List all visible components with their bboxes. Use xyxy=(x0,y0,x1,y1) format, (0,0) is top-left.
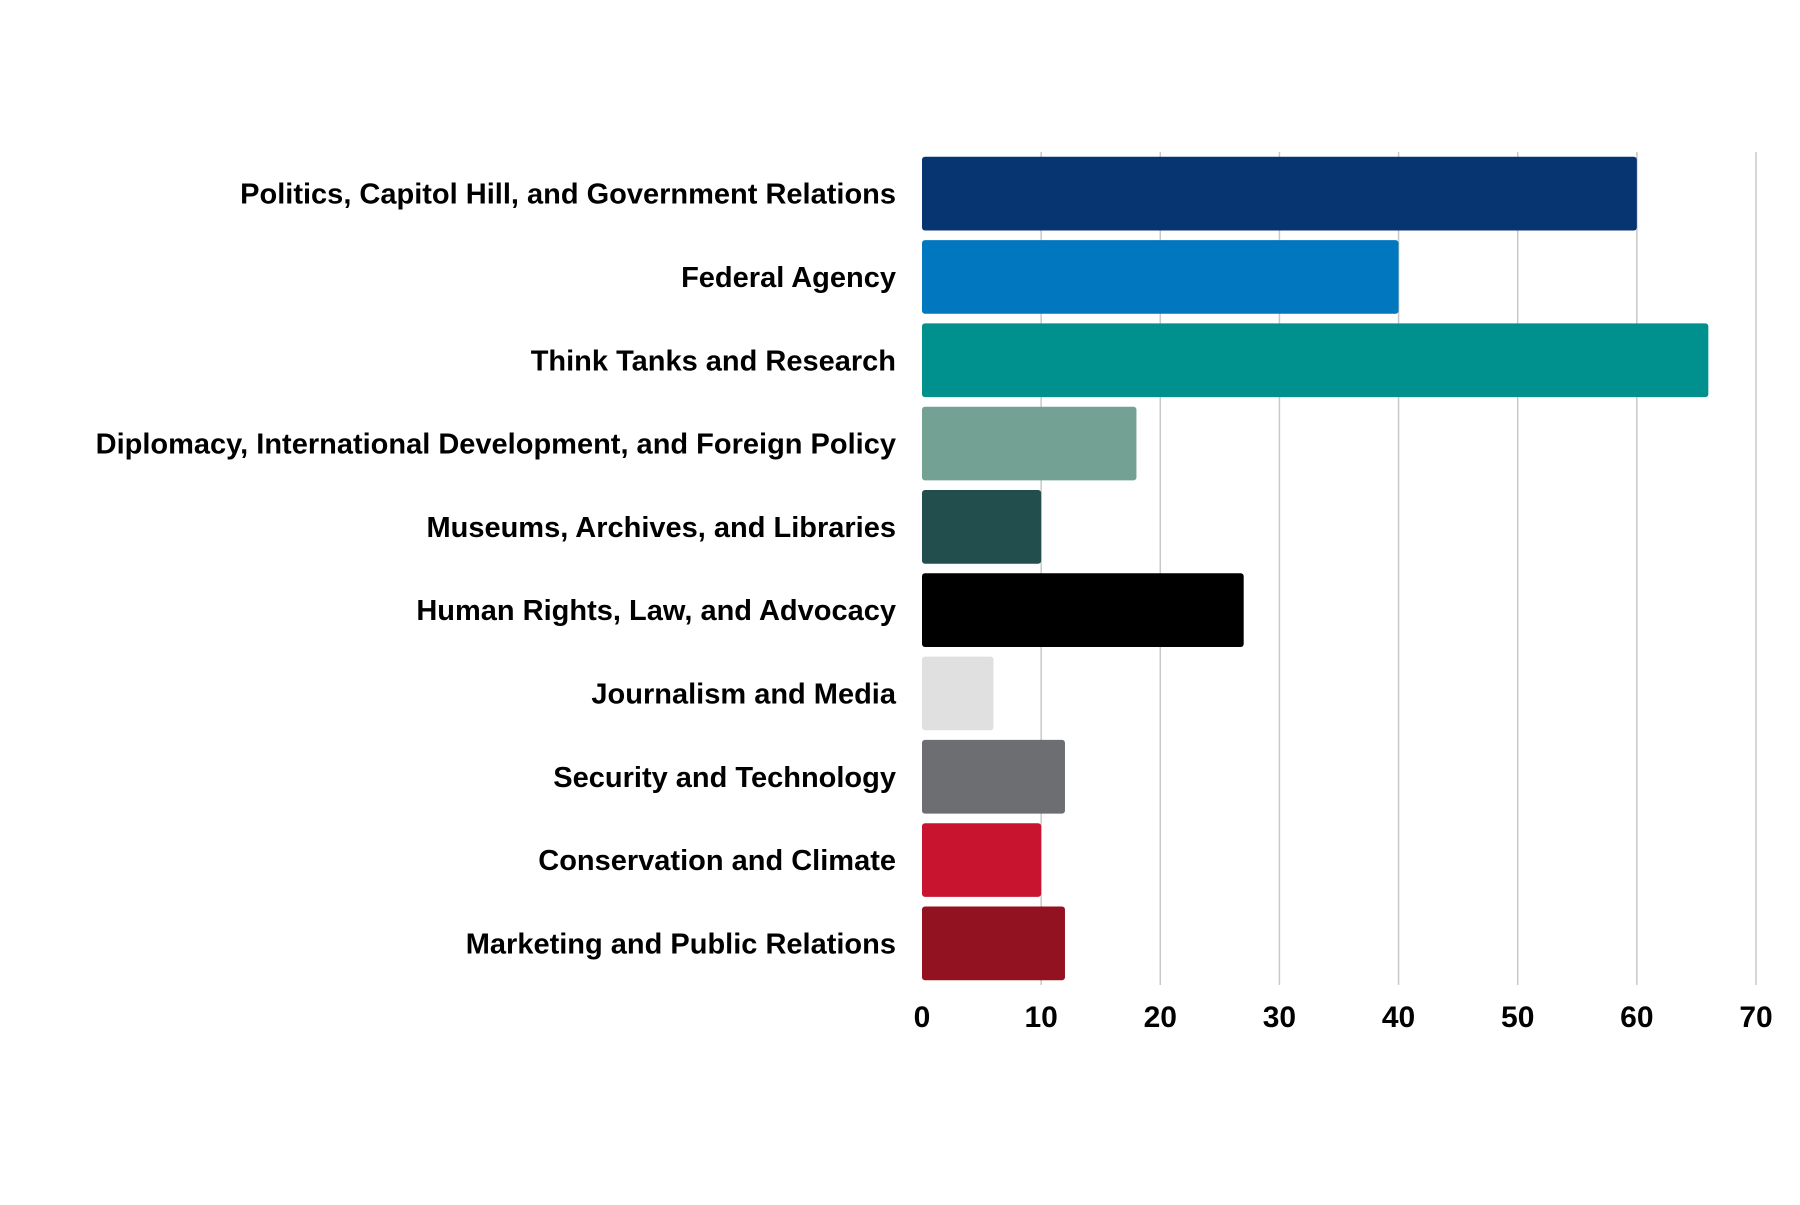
bar-diplomacy-international-development-and-foreign-policy xyxy=(922,406,1137,481)
x-tick-label: 0 xyxy=(914,1001,931,1034)
category-label: Politics, Capitol Hill, and Government R… xyxy=(240,179,896,211)
category-label: Conservation and Climate xyxy=(538,845,896,877)
bar-think-tanks-and-research xyxy=(922,323,1709,398)
bar-conservation-and-climate xyxy=(922,823,1042,897)
bar-human-rights-law-and-advocacy xyxy=(922,573,1244,648)
x-tick-label: 20 xyxy=(1144,1001,1177,1034)
x-tick-label: 70 xyxy=(1739,1001,1772,1034)
category-label: Journalism and Media xyxy=(591,678,896,710)
bars xyxy=(922,156,1709,981)
category-label: Museums, Archives, and Libraries xyxy=(426,512,896,544)
category-labels: Politics, Capitol Hill, and Government R… xyxy=(96,179,897,961)
bar-journalism-and-media xyxy=(922,656,994,731)
x-tick-label: 50 xyxy=(1501,1001,1534,1034)
x-tick-label: 30 xyxy=(1263,1001,1296,1034)
bar-politics-capitol-hill-and-government-relations xyxy=(922,156,1637,231)
category-label: Security and Technology xyxy=(553,762,896,794)
x-tick-label: 10 xyxy=(1024,1001,1057,1034)
bar-museums-archives-and-libraries xyxy=(922,489,1042,564)
category-label: Federal Agency xyxy=(681,262,896,294)
x-tick-label: 60 xyxy=(1620,1001,1653,1034)
bar-marketing-and-public-relations xyxy=(922,906,1065,981)
x-axis-tick-labels: 0 10 20 30 40 50 60 70 xyxy=(914,1001,1773,1034)
bar-federal-agency xyxy=(922,240,1399,314)
category-label: Think Tanks and Research xyxy=(531,345,896,377)
x-tick-label: 40 xyxy=(1382,1001,1415,1034)
bar-security-and-technology xyxy=(922,739,1065,814)
category-label: Marketing and Public Relations xyxy=(466,928,896,960)
category-label: Human Rights, Law, and Advocacy xyxy=(416,595,896,627)
category-label: Diplomacy, International Development, an… xyxy=(96,429,896,461)
